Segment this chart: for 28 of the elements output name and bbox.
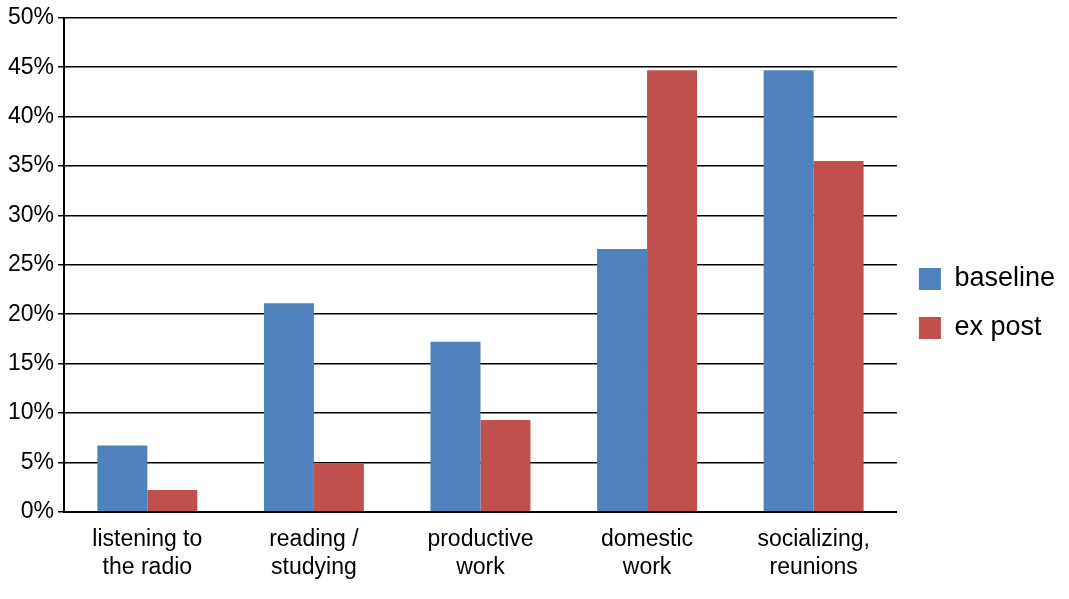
bar bbox=[147, 490, 198, 512]
bar bbox=[313, 463, 364, 512]
x-tick-label: listening to the radio bbox=[92, 524, 203, 579]
bar bbox=[597, 248, 648, 512]
y-tick-label: 35% bbox=[7, 151, 55, 178]
y-tick-label: 10% bbox=[7, 398, 55, 425]
y-tick-label: 5% bbox=[20, 447, 55, 474]
x-tick-label: socializing, reunions bbox=[757, 524, 870, 579]
y-tick-label: 45% bbox=[7, 52, 55, 79]
x-tick-label: reading / studying bbox=[269, 524, 360, 579]
bar bbox=[263, 303, 314, 512]
bar bbox=[647, 70, 698, 512]
y-tick-label: 0% bbox=[20, 497, 55, 524]
y-tick-label: 50% bbox=[7, 3, 55, 30]
y-tick-label: 40% bbox=[7, 101, 55, 128]
y-tick-label: 15% bbox=[7, 348, 55, 375]
bar bbox=[97, 445, 148, 512]
y-tick-label: 25% bbox=[7, 250, 55, 277]
legend-label: ex post bbox=[954, 311, 1042, 342]
bar bbox=[480, 419, 531, 512]
bar bbox=[430, 341, 481, 512]
y-tick-label: 30% bbox=[7, 200, 55, 227]
bar bbox=[813, 161, 864, 512]
legend-label: baseline bbox=[954, 262, 1055, 293]
x-tick-label: domestic work bbox=[601, 524, 694, 579]
y-tick-label: 20% bbox=[7, 299, 55, 326]
x-tick-label: productive work bbox=[427, 524, 534, 579]
bar bbox=[763, 70, 814, 512]
